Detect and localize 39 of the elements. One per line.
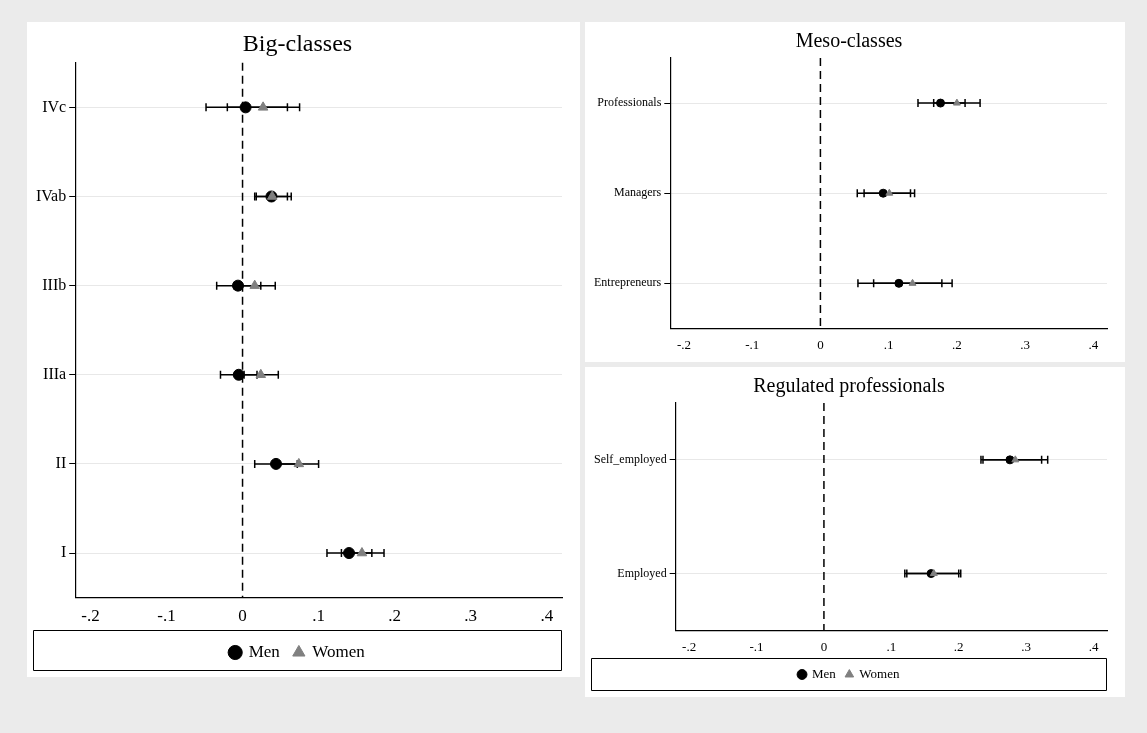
y-tick-label: IIIb <box>42 275 67 293</box>
legend-label: Women <box>312 641 366 661</box>
x-tick-label: 0 <box>817 336 824 352</box>
y-tick-label: II <box>55 454 67 472</box>
y-tick-label: Entrepreneurs <box>593 275 662 290</box>
y-tick-label: Employed <box>617 565 667 580</box>
x-tick-label: .2 <box>953 638 964 654</box>
chart-title: Regulated professionals <box>753 374 946 398</box>
x-tick-label: .2 <box>388 606 402 626</box>
x-tick-label: .3 <box>464 606 478 626</box>
y-tick-label: IIIa <box>43 364 67 382</box>
legend-label: Women <box>859 665 900 681</box>
y-tick-label: IVab <box>35 186 67 204</box>
x-tick-label: .4 <box>540 606 554 626</box>
x-tick-label: -.1 <box>745 336 760 352</box>
y-tick-label: Professionals <box>597 95 662 110</box>
chart-title: Meso-classes <box>795 29 903 52</box>
x-tick-label: .4 <box>1088 638 1099 654</box>
y-tick-label: I <box>60 543 67 561</box>
y-tick-label: Managers <box>613 185 662 200</box>
y-tick-label: IVc <box>42 97 67 115</box>
x-tick-label: .4 <box>1088 336 1099 352</box>
x-tick-label: .3 <box>1021 638 1031 654</box>
x-tick-label: .1 <box>883 336 894 352</box>
x-tick-label: 0 <box>238 606 247 626</box>
x-tick-label: .2 <box>952 336 962 352</box>
x-tick-label: -.2 <box>682 638 697 654</box>
y-tick-label: Self_employed <box>593 452 667 467</box>
x-tick-label: -.1 <box>749 638 764 654</box>
x-tick-label: .1 <box>312 606 325 626</box>
legend-label: Men <box>248 641 281 661</box>
chart-title: Big-classes <box>242 29 353 56</box>
x-tick-label: -.2 <box>81 606 100 626</box>
x-tick-label: .1 <box>886 638 897 654</box>
x-tick-label: .3 <box>1020 336 1030 352</box>
legend-label: Men <box>812 665 837 681</box>
x-tick-label: 0 <box>820 638 828 654</box>
x-tick-label: -.1 <box>157 606 176 626</box>
x-tick-label: -.2 <box>676 336 691 352</box>
